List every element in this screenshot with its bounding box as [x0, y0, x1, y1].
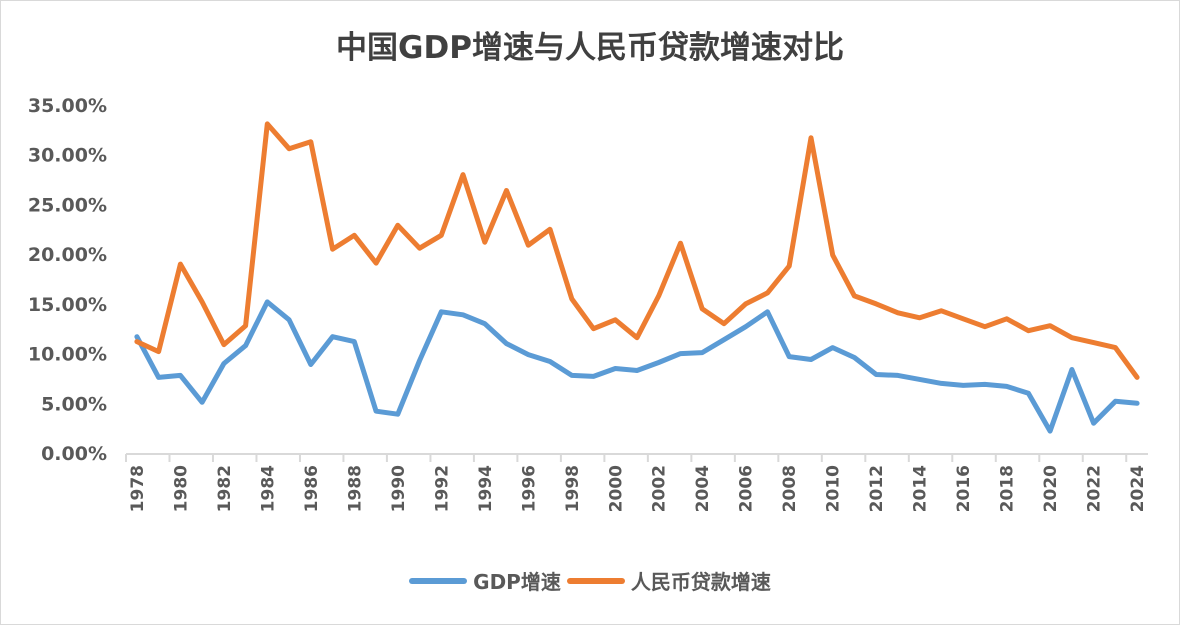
x-tick-label: 1980	[171, 465, 191, 512]
x-tick-label: 1996	[519, 465, 539, 512]
x-tick-label: 2018	[998, 465, 1018, 512]
x-tick-label: 2006	[737, 465, 757, 512]
chart-title: 中国GDP增速与人民币贷款增速对比	[336, 30, 844, 66]
y-tick-label: 35.00%	[28, 95, 107, 117]
x-tick-label: 1994	[476, 465, 496, 512]
legend-label-gdp: GDP增速	[473, 570, 561, 594]
x-tick-label: 2000	[606, 465, 626, 512]
y-tick-label: 25.00%	[28, 194, 107, 216]
legend: GDP增速 人民币贷款增速	[0, 566, 1180, 595]
legend-swatch-loans	[566, 577, 625, 584]
x-tick-label: 2022	[1085, 465, 1105, 512]
y-tick-label: 5.00%	[41, 393, 107, 415]
x-tick-label: 2014	[911, 465, 931, 512]
series-line-gdp	[134, 299, 1140, 434]
legend-swatch-gdp	[409, 577, 468, 584]
series-group	[134, 121, 1140, 434]
legend-item-loans[interactable]: 人民币贷款增速	[566, 566, 771, 595]
y-tick-label: 0.00%	[41, 443, 107, 465]
x-tick-label: 1984	[258, 465, 278, 512]
x-tick-label: 2002	[650, 465, 670, 512]
legend-label-loans: 人民币贷款增速	[630, 570, 771, 594]
x-tick-label: 2010	[824, 465, 844, 512]
x-tick-label: 2016	[954, 465, 974, 512]
x-tick-label: 1978	[128, 465, 148, 512]
legend-item-gdp[interactable]: GDP增速	[409, 566, 561, 595]
x-tick-label: 2008	[780, 465, 800, 512]
y-tick-label: 30.00%	[28, 145, 107, 167]
x-tick-label: 2012	[867, 465, 887, 512]
y-tick-label: 15.00%	[28, 294, 107, 316]
x-tick-label: 1992	[432, 465, 452, 512]
x-tick-label: 2024	[1128, 465, 1148, 512]
x-tick-label: 1998	[563, 465, 583, 512]
x-tick-label: 1990	[389, 465, 409, 512]
y-tick-label: 20.00%	[28, 244, 107, 266]
x-tick-label: 2004	[693, 465, 713, 512]
x-tick-label: 1988	[345, 465, 365, 512]
series-line-loans	[134, 121, 1140, 380]
y-tick-label: 10.00%	[28, 344, 107, 366]
y-axis: 0.00% 5.00% 10.00% 15.00% 20.00% 25.00% 30.00%…	[28, 95, 107, 465]
x-tick-label: 1982	[215, 465, 235, 512]
x-tick-label: 2020	[1041, 465, 1061, 512]
x-axis: 1978 1980 1982 1984 1986 1988 1990 1992 1994 1996…	[125, 453, 1148, 512]
x-tick-label: 1986	[302, 465, 322, 512]
